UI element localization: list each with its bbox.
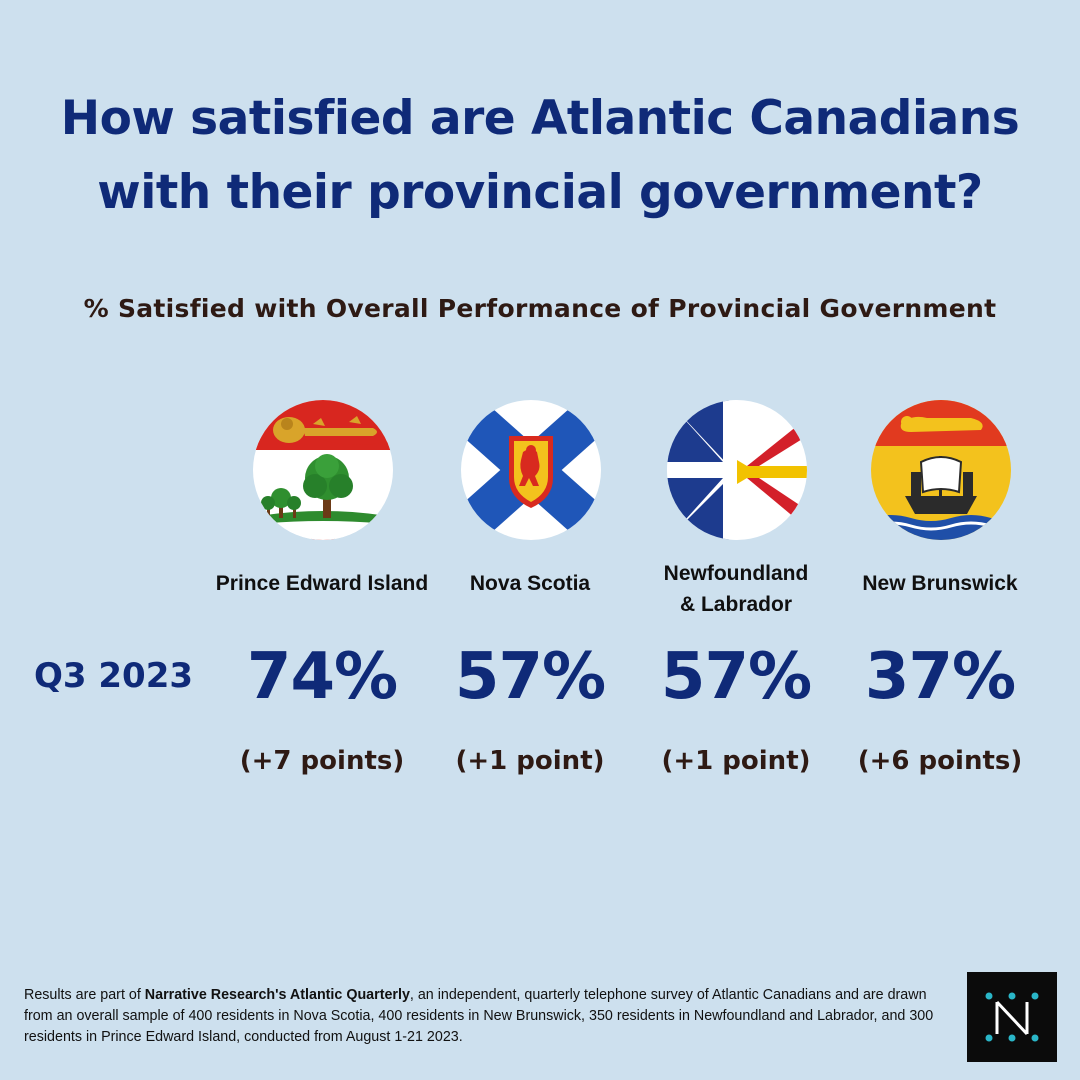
satisfaction-value: 37% <box>864 640 1016 714</box>
footnote-body: , an independent, quarterly telephone su… <box>24 987 934 1045</box>
narrative-research-logo-icon <box>967 972 1057 1062</box>
province-name-line-2: & Labrador <box>679 593 792 616</box>
province-name: Newfoundland & Labrador <box>616 558 856 620</box>
chart-subtitle: % Satisfied with Overall Performance of … <box>83 294 997 323</box>
satisfaction-value: 57% <box>660 640 812 714</box>
title-line-2: with their provincial government? <box>97 165 983 220</box>
province-name-line-1: New Brunswick <box>862 572 1018 595</box>
nova-scotia-flag-icon <box>461 400 601 540</box>
province-name-line-1: Prince Edward Island <box>215 572 429 595</box>
province-name: Nova Scotia <box>410 568 650 599</box>
newfoundland-labrador-flag-icon <box>667 400 807 540</box>
footnote-source: Narrative Research's Atlantic Quarterly <box>144 987 410 1003</box>
footnote-prefix: Results are part of <box>24 987 145 1003</box>
pei-flag-icon <box>253 400 393 540</box>
page-title: How satisfied are Atlantic Canadians wit… <box>0 82 1080 230</box>
province-name-line-1: Newfoundland <box>663 562 809 585</box>
satisfaction-value: 74% <box>246 640 398 714</box>
province-name: Prince Edward Island <box>202 568 442 599</box>
footnote: Results are part of Narrative Research's… <box>24 985 954 1048</box>
title-line-1: How satisfied are Atlantic Canadians <box>60 91 1020 146</box>
change-value: (+6 points) <box>857 746 1023 776</box>
province-name: New Brunswick <box>820 568 1060 599</box>
change-value: (+7 points) <box>239 746 405 776</box>
period-label: Q3 2023 <box>34 656 194 696</box>
change-value: (+1 point) <box>455 746 605 776</box>
province-name-line-1: Nova Scotia <box>469 572 591 595</box>
satisfaction-value: 57% <box>454 640 606 714</box>
change-value: (+1 point) <box>661 746 811 776</box>
new-brunswick-flag-icon <box>871 400 1011 540</box>
